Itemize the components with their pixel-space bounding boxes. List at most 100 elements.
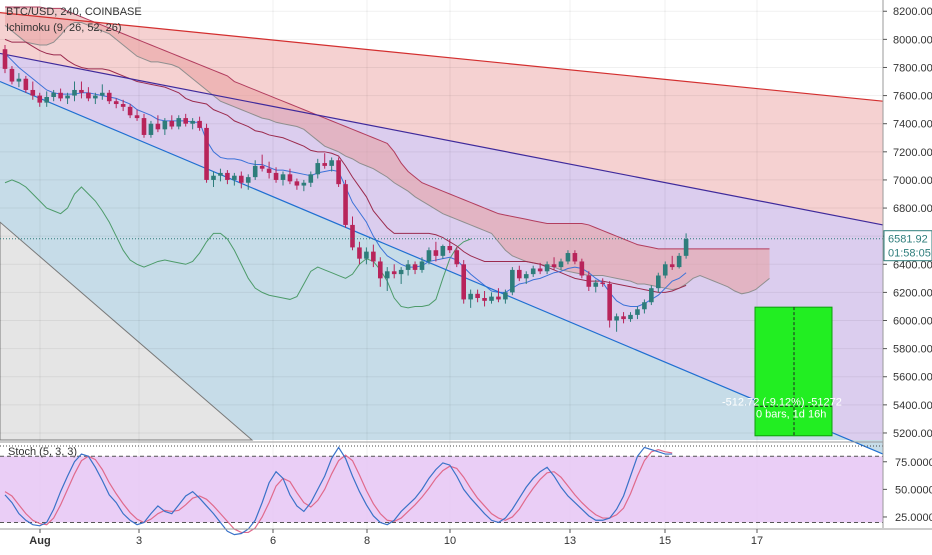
candle-body[interactable] (517, 269, 522, 279)
candle-body[interactable] (287, 174, 293, 182)
candle-body[interactable] (440, 246, 446, 256)
candle-body[interactable] (419, 261, 425, 270)
candle-body[interactable] (391, 271, 397, 275)
candle-body[interactable] (544, 264, 550, 272)
candle-body[interactable] (148, 123, 154, 135)
candle-body[interactable] (607, 283, 612, 321)
candle-body[interactable] (510, 269, 515, 293)
candle-body[interactable] (134, 115, 140, 119)
candle-body[interactable] (676, 255, 682, 268)
upper-channel-line[interactable] (0, 12, 884, 102)
candle-body[interactable] (662, 264, 668, 276)
candle-body[interactable] (329, 160, 334, 166)
candle-body[interactable] (183, 118, 188, 124)
candle-body[interactable] (683, 238, 689, 256)
candle-body[interactable] (378, 261, 383, 279)
candle-body[interactable] (120, 104, 126, 107)
candle-body[interactable] (190, 120, 195, 124)
candle-body[interactable] (482, 298, 487, 301)
candle-body[interactable] (593, 282, 599, 287)
candle-body[interactable] (412, 264, 418, 270)
candle-body[interactable] (447, 246, 453, 251)
candle-body[interactable] (204, 127, 209, 180)
candle-body[interactable] (489, 296, 494, 301)
candle-body[interactable] (100, 92, 105, 96)
candle-body[interactable] (65, 95, 70, 99)
candle-body[interactable] (252, 165, 258, 178)
candle-body[interactable] (162, 120, 168, 130)
candle-body[interactable] (72, 89, 77, 96)
candle-body[interactable] (86, 92, 91, 99)
candle-body[interactable] (58, 92, 63, 99)
candle-body[interactable] (523, 274, 529, 279)
candle-body[interactable] (398, 269, 404, 275)
candle-body[interactable] (572, 253, 578, 262)
candle-body[interactable] (503, 292, 508, 300)
ichimoku-legend[interactable]: Ichimoku (9, 26, 52, 26) (6, 22, 122, 34)
candle-body[interactable] (433, 250, 439, 256)
price-axis[interactable]: 8200.00 8000.00 7800.00 7600.00 7400.00 7200.… (882, 0, 932, 528)
candle-body[interactable] (364, 251, 369, 259)
candle-body[interactable] (322, 163, 327, 166)
candle-body[interactable] (106, 92, 112, 102)
candle-body[interactable] (405, 264, 411, 270)
candle-body[interactable] (350, 224, 355, 248)
candle-body[interactable] (315, 163, 321, 175)
candle-body[interactable] (669, 264, 675, 268)
candle-body[interactable] (301, 182, 307, 186)
candle-body[interactable] (635, 309, 640, 315)
candle-body[interactable] (79, 89, 84, 93)
stoch-legend[interactable]: Stoch (5, 3, 3) (8, 446, 78, 458)
candle-body[interactable] (475, 293, 480, 299)
candle-body[interactable] (586, 275, 592, 287)
candle-body[interactable] (656, 275, 661, 289)
candle-body[interactable] (239, 175, 244, 183)
candle-body[interactable] (225, 172, 230, 180)
candle-body[interactable] (141, 118, 147, 135)
candle-body[interactable] (218, 172, 223, 176)
candle-body[interactable] (155, 123, 161, 130)
candle-body[interactable] (232, 175, 237, 180)
candle-body[interactable] (649, 288, 654, 303)
candle-body[interactable] (273, 172, 279, 180)
candle-body[interactable] (357, 247, 362, 259)
candle-body[interactable] (37, 95, 43, 103)
candle-body[interactable] (245, 177, 251, 183)
candle-body[interactable] (308, 174, 314, 183)
candle-body[interactable] (426, 250, 432, 262)
mid-channel-line[interactable] (0, 52, 884, 226)
candle-body[interactable] (16, 78, 22, 82)
candle-body[interactable] (496, 296, 501, 300)
candle-body[interactable] (197, 120, 202, 128)
time-axis[interactable]: Aug 3 6 8 10 13 15 17 (29, 529, 763, 547)
candle-body[interactable] (9, 68, 15, 82)
candle-body[interactable] (642, 302, 647, 310)
candle-body[interactable] (44, 96, 49, 103)
candle-body[interactable] (537, 268, 543, 272)
candle-body[interactable] (454, 250, 460, 265)
candle-body[interactable] (259, 165, 265, 169)
candle-body[interactable] (600, 282, 605, 284)
candle-body[interactable] (461, 264, 466, 300)
candle-body[interactable] (530, 268, 536, 275)
candle-body[interactable] (579, 261, 585, 276)
candle-body[interactable] (614, 316, 619, 321)
candle-body[interactable] (628, 314, 633, 320)
candle-body[interactable] (336, 160, 341, 185)
candle-body[interactable] (93, 95, 98, 99)
candle-body[interactable] (565, 253, 571, 262)
candle-body[interactable] (468, 293, 473, 300)
candle-body[interactable] (551, 264, 557, 268)
candle-body[interactable] (113, 101, 119, 105)
candle-body[interactable] (371, 251, 376, 262)
candle-body[interactable] (23, 78, 29, 90)
candle-body[interactable] (30, 89, 36, 96)
candle-body[interactable] (280, 174, 286, 180)
candle-body[interactable] (266, 168, 272, 173)
candle-body[interactable] (294, 181, 300, 186)
candle-body[interactable] (343, 184, 348, 225)
candle-body[interactable] (51, 92, 56, 97)
candle-body[interactable] (621, 316, 626, 320)
